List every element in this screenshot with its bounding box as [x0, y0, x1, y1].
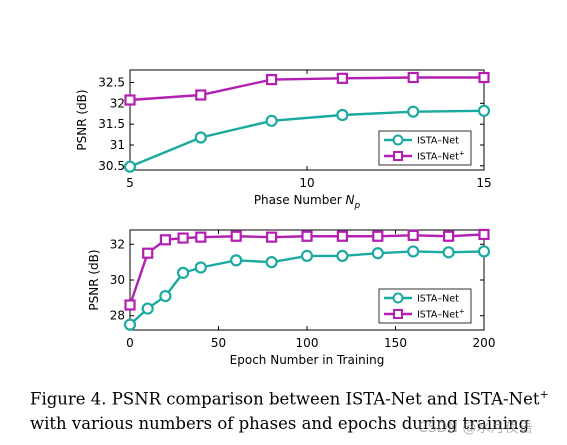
- data-point: [124, 94, 136, 106]
- y-axis-label: PSNR (dB): [75, 89, 89, 150]
- caption-suffix: with various numbers of phases and epoch…: [30, 413, 530, 433]
- y-tick-label: 31.5: [98, 117, 125, 131]
- data-point: [195, 231, 207, 243]
- legend-label-text: ISTA–Net: [417, 152, 459, 163]
- data-point: [194, 261, 207, 274]
- y-tick-label: 28: [110, 309, 125, 323]
- data-point: [336, 108, 349, 122]
- legend-label: ISTA–Net+: [417, 150, 465, 163]
- chart-1: 5 10 15 30.5 31 31.5 32 32.5 Phase Number Np PSNR…: [75, 69, 492, 211]
- data-point: [124, 299, 136, 311]
- x-axis-label-text: Epoch Number in Training: [230, 353, 385, 367]
- data-point: [477, 245, 491, 258]
- y-tick-label: 30.5: [98, 159, 125, 173]
- y-tick-label: 30: [110, 273, 125, 287]
- data-point: [407, 229, 419, 241]
- data-point: [177, 232, 189, 244]
- x-tick-label: 50: [211, 336, 226, 350]
- series-ista-net: [123, 104, 491, 173]
- data-point: [442, 246, 455, 259]
- data-point: [407, 245, 420, 258]
- y-tick-label: 31: [110, 138, 125, 152]
- series-ista-net-plus: [124, 228, 490, 311]
- data-point: [301, 230, 313, 242]
- data-point: [141, 302, 154, 315]
- data-point: [372, 230, 384, 242]
- legend-marker: [393, 151, 403, 161]
- data-point: [194, 131, 207, 144]
- legend-label: ISTA–Net: [417, 136, 459, 147]
- y-axis-label: PSNR (dB): [87, 249, 101, 310]
- legend-label-text: ISTA–Net: [417, 310, 459, 321]
- x-tick-label: 5: [126, 176, 134, 190]
- data-point: [477, 104, 491, 117]
- legend-label: ISTA–Net: [417, 294, 459, 305]
- data-point: [478, 71, 490, 84]
- x-axis-label: Epoch Number in Training: [230, 353, 385, 367]
- y-tick-label: 32: [110, 96, 125, 110]
- legend-label: ISTA–Net+: [417, 308, 465, 321]
- data-point: [266, 73, 278, 86]
- x-tick-label: 150: [384, 336, 407, 350]
- data-point: [142, 247, 154, 259]
- data-point: [265, 114, 278, 127]
- legend-label-superscript: +: [459, 150, 465, 158]
- legend-marker: [392, 292, 404, 304]
- series-line: [129, 76, 484, 102]
- data-point: [123, 160, 137, 173]
- y-tick-label: 32.5: [98, 76, 125, 90]
- data-point: [443, 230, 455, 242]
- caption-prefix: Figure 4. PSNR comparison between ISTA-N…: [30, 389, 540, 409]
- figure-caption: Figure 4. PSNR comparison between ISTA-N…: [30, 383, 560, 436]
- data-point: [336, 230, 348, 242]
- data-point: [407, 71, 419, 84]
- x-axis-label-symbol: N: [342, 193, 355, 207]
- caption-superscript: +: [539, 388, 549, 401]
- watermark-text: CSDN @水月夜语: [418, 420, 533, 436]
- data-point: [300, 249, 314, 262]
- series-line: [129, 109, 485, 168]
- data-point: [159, 289, 172, 303]
- data-point: [265, 256, 278, 269]
- data-point: [177, 266, 190, 279]
- data-point: [336, 249, 349, 262]
- legend-label-superscript: +: [459, 308, 465, 316]
- x-tick-label: 0: [126, 336, 134, 350]
- series-ista-net-plus: [124, 71, 490, 106]
- data-point: [371, 247, 384, 260]
- data-point: [407, 105, 420, 118]
- x-tick-label: 200: [473, 336, 496, 350]
- x-tick-label: 15: [476, 176, 491, 190]
- data-point: [478, 228, 490, 241]
- chart-2: 0 50 100 150 200 28 30 32 Epoch Number in Traini…: [87, 228, 496, 367]
- legend-label-text: ISTA–Net: [417, 294, 459, 305]
- x-axis-label-text: Phase Number: [254, 193, 342, 207]
- data-point: [123, 318, 137, 331]
- x-tick-label: 10: [299, 176, 314, 190]
- y-tick-label: 32: [110, 237, 125, 251]
- data-point: [230, 230, 242, 242]
- legend-marker: [392, 134, 404, 146]
- x-axis-label: Phase Number Np: [254, 193, 361, 211]
- data-point: [159, 234, 171, 246]
- series-ista-net: [123, 245, 491, 331]
- legend-marker: [393, 309, 403, 319]
- data-point: [336, 72, 348, 84]
- data-point: [230, 254, 243, 267]
- x-axis-label-subscript: p: [353, 201, 360, 211]
- legend-label-text: ISTA–Net: [417, 136, 459, 147]
- data-point: [266, 231, 278, 243]
- x-tick-label: 100: [296, 336, 319, 350]
- data-point: [195, 89, 207, 101]
